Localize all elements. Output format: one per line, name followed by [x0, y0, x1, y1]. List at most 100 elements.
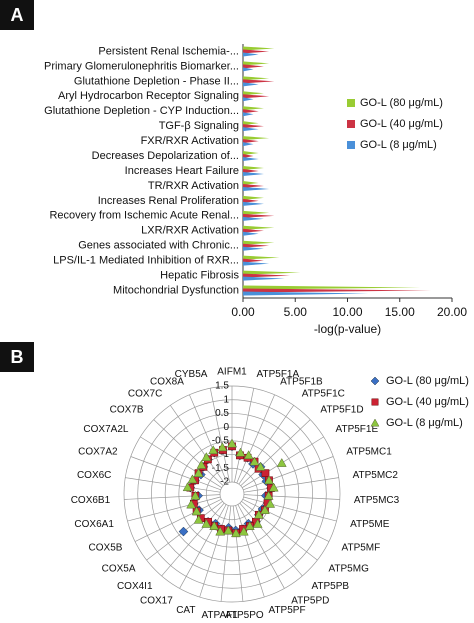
bar: [243, 273, 291, 278]
category-label: COX7A2: [78, 446, 118, 457]
marker: [208, 445, 219, 455]
category-label: ATP5PD: [291, 595, 329, 606]
panel-box: [0, 0, 34, 30]
x-tick-label: 10.00: [332, 305, 362, 319]
marker: [243, 450, 254, 460]
bar: [243, 216, 264, 221]
y-tick-label: Persistent Renal Ischemia-...: [98, 45, 239, 57]
y-tick-label: Aryl Hydrocarbon Receptor Signaling: [58, 90, 239, 102]
marker: [223, 525, 234, 535]
bar: [243, 64, 264, 69]
bar: [243, 201, 264, 206]
bar: [243, 139, 259, 144]
y-tick-label: Mitochondrial Dysfunction: [113, 284, 239, 296]
marker: [201, 518, 212, 528]
y-tick-label: Genes associated with Chronic...: [78, 240, 239, 252]
y-tick-label: FXR/RXR Activation: [141, 135, 239, 147]
bar: [243, 291, 369, 296]
spoke: [239, 502, 303, 577]
x-tick-label: 0.00: [231, 305, 255, 319]
spoke: [199, 505, 229, 598]
r-tick-label: -2: [220, 477, 229, 488]
legend-label: GO-L (8 μg/mL): [386, 417, 463, 429]
bar: [243, 183, 264, 188]
panel-label: A: [11, 5, 24, 25]
bar: [243, 154, 254, 159]
y-tick-label: Glutathione Depletion - Phase II...: [74, 75, 239, 87]
spoke: [140, 436, 223, 488]
bar: [243, 172, 264, 176]
legend-label: GO-L (80 μg/mL): [360, 97, 443, 109]
marker: [249, 456, 260, 466]
bar: [243, 136, 270, 141]
spoke: [241, 501, 318, 561]
bar: [243, 127, 259, 132]
category-label: COX5A: [102, 563, 136, 574]
category-label: CAT: [176, 605, 195, 616]
bar: [243, 82, 259, 87]
spoke: [209, 388, 230, 483]
marker: [263, 490, 274, 500]
y-tick-label: TR/RXR Activation: [148, 180, 239, 192]
bar: [243, 67, 254, 72]
spoke: [243, 477, 339, 493]
bar: [243, 49, 270, 54]
category-label: ATPAF1: [202, 610, 239, 621]
marker: [260, 505, 270, 515]
spoke: [161, 502, 225, 577]
spoke: [127, 496, 221, 522]
legend-label: GO-L (8 μg/mL): [360, 139, 437, 151]
legend-swatch: [347, 99, 355, 107]
r-tick-label: 0.5: [215, 408, 229, 419]
category-label: ATP5F1B: [280, 377, 323, 388]
category-label: ATP5MC3: [354, 495, 400, 506]
y-tick-label: Increases Heart Failure: [125, 165, 239, 177]
bar: [243, 285, 421, 290]
marker: [196, 459, 207, 469]
bar: [243, 255, 280, 260]
bar: [243, 79, 275, 84]
bar: [243, 109, 259, 114]
category-label: ATP5F1D: [320, 405, 363, 416]
legend-swatch: [347, 120, 355, 128]
bar: [243, 142, 254, 147]
marker: [370, 376, 380, 386]
marker: [244, 521, 255, 530]
spoke: [240, 419, 311, 486]
spoke: [236, 394, 275, 484]
y-tick-label: Increases Renal Proliferation: [98, 195, 239, 207]
spoke: [130, 456, 221, 491]
r-tick-label: -1: [220, 449, 229, 460]
bar: [243, 243, 270, 248]
category-label: ATP5ME: [350, 519, 390, 530]
category-label: COX6A1: [74, 519, 114, 530]
category-label: ATP5MG: [328, 563, 369, 574]
y-tick-label: Primary Glomerulonephritis Biomarker...: [44, 60, 239, 72]
r-tick-label: -0.5: [212, 435, 230, 446]
bar: [243, 258, 264, 263]
spoke: [232, 505, 244, 602]
bar: [243, 121, 259, 126]
category-label: ATP5PO: [225, 610, 264, 621]
bar: [243, 195, 264, 200]
marker: [370, 418, 380, 427]
spoke: [124, 494, 221, 500]
spoke: [243, 494, 340, 500]
spoke: [234, 388, 255, 483]
bar: [243, 169, 259, 173]
bar: [243, 225, 275, 230]
category-label: ATP5PF: [269, 605, 306, 616]
marker: [238, 526, 249, 536]
marker: [235, 447, 246, 457]
bar: [243, 94, 270, 99]
panel-label: B: [11, 347, 24, 367]
category-label: ATP5MC1: [346, 446, 392, 457]
category-label: CYB5A: [175, 369, 208, 380]
marker: [187, 474, 198, 484]
bar: [243, 124, 264, 129]
category-label: ATP5MC2: [353, 470, 399, 481]
marker: [227, 438, 237, 448]
bar: [243, 210, 270, 215]
marker: [186, 499, 197, 509]
spoke: [243, 456, 334, 491]
